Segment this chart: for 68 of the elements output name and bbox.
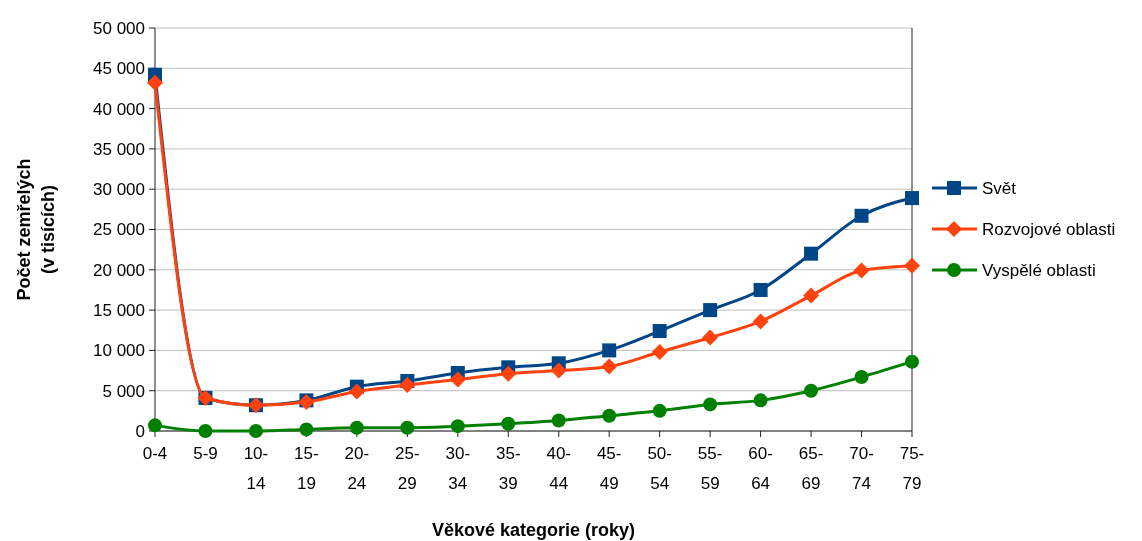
point xyxy=(501,416,516,431)
y-tick-label: 45 000 xyxy=(93,59,145,79)
x-tick-label: 55-59 xyxy=(697,444,723,493)
point xyxy=(348,383,365,400)
x-tick-label: 30-34 xyxy=(445,444,471,493)
y-tick-label: 20 000 xyxy=(93,260,145,280)
point xyxy=(854,208,869,223)
point xyxy=(753,282,768,297)
y-axis-title: Počet zemřelých (v tisících) xyxy=(14,158,58,301)
x-tick-label: 40-44 xyxy=(546,444,572,493)
point xyxy=(804,246,819,261)
legend-label: Vyspělé oblasti xyxy=(982,260,1096,280)
x-tick-label: 45-49 xyxy=(596,444,622,493)
x-tick-label: 10-14 xyxy=(243,444,269,493)
point xyxy=(550,362,567,379)
y-tick-label: 10 000 xyxy=(93,341,145,361)
point xyxy=(450,419,465,434)
x-tick-label: 25-29 xyxy=(395,444,420,493)
point xyxy=(449,371,466,388)
x-tick-label: 50-54 xyxy=(647,444,672,493)
point xyxy=(400,420,415,435)
point xyxy=(601,358,618,375)
point xyxy=(703,303,718,318)
point xyxy=(500,365,517,382)
point xyxy=(703,397,718,412)
y-tick-label: 15 000 xyxy=(93,301,145,321)
point xyxy=(349,420,364,435)
legend-label: Svět xyxy=(982,178,1017,198)
point xyxy=(803,287,820,304)
legend-label: Rozvojové oblasti xyxy=(982,219,1116,239)
x-tick-label: 5-9 xyxy=(193,444,218,463)
x-tick-label: 15-19 xyxy=(294,444,319,493)
x-axis-title: Věkové kategorie (roky) xyxy=(431,520,636,540)
point xyxy=(904,257,920,274)
x-tick-label: 20-24 xyxy=(344,444,370,493)
y-tick-label: 50 000 xyxy=(93,18,145,38)
x-tick-label: 70-74 xyxy=(849,444,874,493)
y-tick-label: 0 xyxy=(135,421,145,441)
point xyxy=(651,344,668,361)
point xyxy=(148,418,162,433)
point xyxy=(602,343,617,358)
point xyxy=(905,191,919,206)
point xyxy=(702,329,719,346)
point xyxy=(399,377,416,394)
point xyxy=(854,370,869,384)
y-tick-label: 35 000 xyxy=(93,139,145,159)
point xyxy=(652,403,667,418)
point xyxy=(248,424,263,438)
x-tick-label: 75-79 xyxy=(899,444,925,493)
point xyxy=(652,324,667,339)
y-tick-label: 30 000 xyxy=(93,180,145,200)
y-tick-label: 40 000 xyxy=(93,99,145,119)
point xyxy=(753,393,768,408)
point xyxy=(602,408,617,423)
x-tick-label: 60-64 xyxy=(748,444,773,493)
x-tick-label: 35-39 xyxy=(495,444,521,493)
point xyxy=(752,313,769,330)
y-tick-label: 5 000 xyxy=(102,381,145,401)
point xyxy=(551,413,566,428)
point xyxy=(198,424,213,438)
x-tick-label: 0-4 xyxy=(142,444,168,463)
point xyxy=(804,383,819,398)
y-tick-label: 25 000 xyxy=(93,220,145,240)
point xyxy=(853,262,870,279)
point xyxy=(905,354,919,369)
point xyxy=(299,422,314,437)
x-tick-label: 65-69 xyxy=(798,444,824,493)
point xyxy=(147,74,163,91)
